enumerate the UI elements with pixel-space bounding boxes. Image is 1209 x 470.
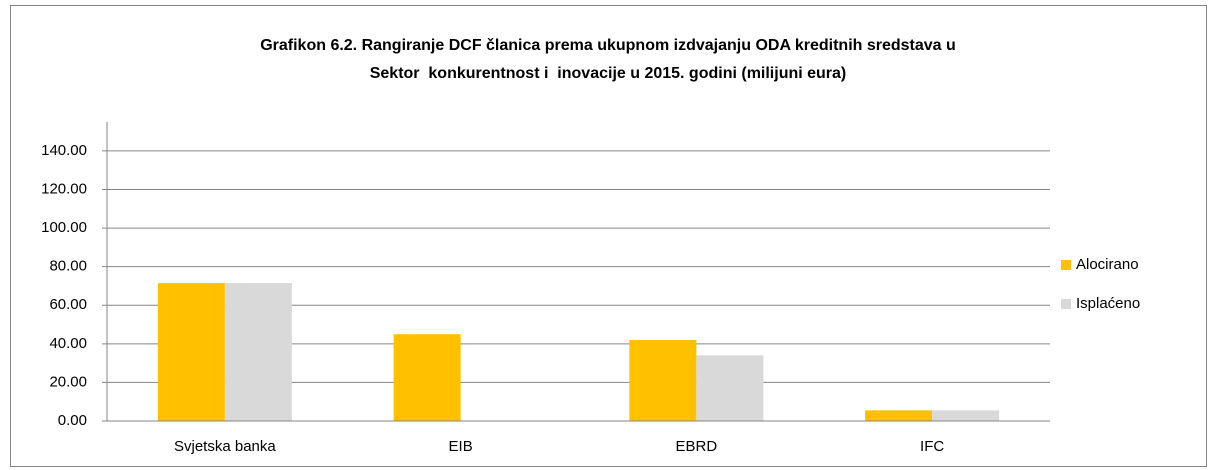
y-tick-label: 100.00 [41, 219, 87, 236]
y-tick-label: 60.00 [49, 296, 87, 313]
y-tick-label: 120.00 [41, 180, 87, 197]
x-tick-label: IFC [920, 438, 944, 455]
bar [932, 410, 1000, 421]
bar [393, 334, 461, 421]
chart-title: Grafikon 6.2. Rangiranje DCF članica pre… [260, 37, 956, 54]
legend-swatch [1061, 299, 1071, 309]
bar [865, 410, 933, 421]
x-tick-label: EBRD [676, 438, 718, 455]
legend-swatch [1061, 260, 1071, 270]
legend-label: Isplaćeno [1076, 295, 1140, 312]
x-tick-label: Svjetska banka [174, 438, 276, 455]
x-tick-label: EIB [449, 438, 473, 455]
bar [696, 355, 764, 421]
y-tick-label: 80.00 [49, 258, 87, 275]
y-tick-label: 20.00 [49, 373, 87, 390]
bar [224, 283, 292, 421]
y-tick-label: 0.00 [58, 412, 87, 429]
bar [629, 339, 697, 421]
chart-title: Sektor konkurentnost i inovacije u 2015.… [370, 65, 847, 82]
y-tick-label: 140.00 [41, 142, 87, 159]
y-tick-label: 40.00 [49, 335, 87, 352]
legend-label: Alocirano [1076, 256, 1139, 273]
bar [157, 283, 225, 421]
